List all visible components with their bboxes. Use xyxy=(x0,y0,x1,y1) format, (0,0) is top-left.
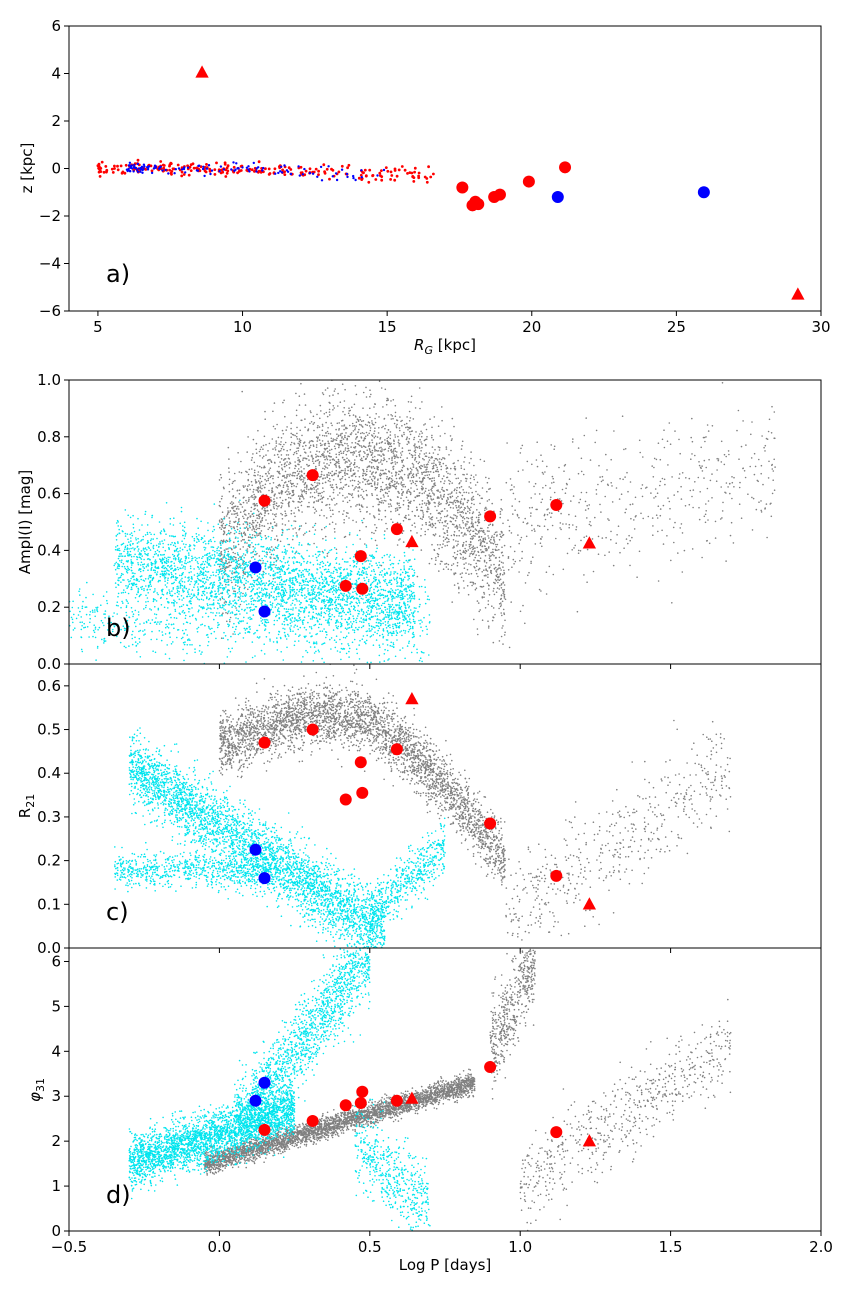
panel-d-red-circle-marker xyxy=(340,1099,352,1111)
panel-a-ytick-label: −6 xyxy=(39,302,61,320)
panel-b-ytick-label: 0.8 xyxy=(37,428,61,446)
panel-a-red-circle-marker xyxy=(559,161,571,173)
panel-c-ytick-label: 0.2 xyxy=(37,852,61,870)
panel-a-ytick-label: 6 xyxy=(51,17,61,35)
panel-b-red-circle-marker xyxy=(355,550,367,562)
panel-c-label: c) xyxy=(106,898,129,926)
panel-d-xtick-label: 2.0 xyxy=(809,1238,833,1256)
panel-b-ytick-label: 0.2 xyxy=(37,598,61,616)
panel-a-xtick-label: 30 xyxy=(811,318,830,336)
panel-d-red-circle-marker xyxy=(550,1126,562,1138)
panel-a-ytick-label: −4 xyxy=(39,255,61,273)
panel-c-red-circle-marker xyxy=(307,724,319,736)
panel-a-ylabel: z [kpc] xyxy=(18,143,36,194)
panel-c-blue-circle-marker xyxy=(249,844,261,856)
panel-b-ylabel: Ampl(I) [mag] xyxy=(16,470,34,575)
panel-c-ytick-label: 0.4 xyxy=(37,764,61,782)
panel-d-xlabel: Log P [days] xyxy=(399,1256,491,1274)
panel-c-ytick-label: 0.6 xyxy=(37,677,61,695)
panel-c-ytick-label: 0.5 xyxy=(37,721,61,739)
panel-b-ytick-label: 1.0 xyxy=(37,371,61,389)
panel-d-blue-circle-marker xyxy=(259,1077,271,1089)
panel-a-red-circle-marker xyxy=(472,198,484,210)
panel-a-xlabel: RG [kpc] xyxy=(414,336,476,357)
panel-a-xtick-label: 5 xyxy=(93,318,103,336)
panel-c-red-circle-marker xyxy=(391,743,403,755)
panel-d-red-circle-marker xyxy=(259,1124,271,1136)
panel-c-ytick-label: 0.1 xyxy=(37,895,61,913)
panel-b-blue-circle-marker xyxy=(259,605,271,617)
panel-b-red-circle-marker xyxy=(340,580,352,592)
panel-d-ytick-label: 1 xyxy=(51,1177,61,1195)
panel-c-red-circle-marker xyxy=(355,756,367,768)
panel-d-xtick-label: 0.0 xyxy=(207,1238,231,1256)
panel-b-label: b) xyxy=(106,614,131,642)
panel-b-ytick-label: 0.4 xyxy=(37,541,61,559)
panel-a-xtick-label: 10 xyxy=(233,318,252,336)
panel-a-ytick-label: 0 xyxy=(51,160,61,178)
panel-a-ytick-label: 4 xyxy=(51,65,61,83)
panel-c-red-circle-marker xyxy=(484,817,496,829)
panel-d-ytick-label: 4 xyxy=(51,1042,61,1060)
panel-c-red-circle-marker xyxy=(259,737,271,749)
panel-d-xtick-label: −0.5 xyxy=(51,1238,87,1256)
panel-c-red-circle-marker xyxy=(550,870,562,882)
panel-d-xtick-label: 1.5 xyxy=(659,1238,683,1256)
panel-b-blue-circle-marker xyxy=(249,561,261,573)
panel-c-blue-circle-marker xyxy=(259,872,271,884)
panel-a-red-circle-marker xyxy=(456,182,468,194)
panel-d-red-circle-marker xyxy=(356,1086,368,1098)
panel-d-label: d) xyxy=(106,1181,131,1209)
panel-a-label: a) xyxy=(106,260,130,288)
panel-b-ytick-label: 0.0 xyxy=(37,655,61,673)
panel-a-ytick-label: −2 xyxy=(39,207,61,225)
panel-b-red-circle-marker xyxy=(307,469,319,481)
panel-a-xtick-label: 20 xyxy=(522,318,541,336)
panel-d-ytick-label: 5 xyxy=(51,997,61,1015)
panel-d-red-circle-marker xyxy=(484,1061,496,1073)
panel-d-ytick-label: 2 xyxy=(51,1132,61,1150)
panel-c-red-circle-marker xyxy=(340,793,352,805)
panel-d-red-circle-marker xyxy=(391,1095,403,1107)
panel-b-red-circle-marker xyxy=(259,495,271,507)
panel-b-red-circle-marker xyxy=(550,499,562,511)
panel-a-blue-circle-marker xyxy=(552,191,564,203)
panel-a-xtick-label: 15 xyxy=(378,318,397,336)
panel-a-blue-circle-marker xyxy=(698,186,710,198)
panel-a-red-circle-marker xyxy=(494,189,506,201)
panel-d-xtick-label: 1.0 xyxy=(508,1238,532,1256)
panel-b-red-circle-marker xyxy=(356,583,368,595)
panel-d-red-circle-marker xyxy=(355,1097,367,1109)
panel-b-red-circle-marker xyxy=(391,523,403,535)
panel-d-ytick-label: 3 xyxy=(51,1087,61,1105)
panel-b-ytick-label: 0.6 xyxy=(37,485,61,503)
panel-d-red-circle-marker xyxy=(307,1115,319,1127)
panel-d-xtick-label: 0.5 xyxy=(358,1238,382,1256)
panel-a-red-circle-marker xyxy=(523,176,535,188)
panel-d-ytick-label: 6 xyxy=(51,952,61,970)
panel-d-blue-circle-marker xyxy=(249,1095,261,1107)
panel-b-red-circle-marker xyxy=(484,510,496,522)
panel-a-xtick-label: 25 xyxy=(667,318,686,336)
panel-c-red-circle-marker xyxy=(356,787,368,799)
panel-c-ytick-label: 0.3 xyxy=(37,808,61,826)
panel-a-ytick-label: 2 xyxy=(51,112,61,130)
